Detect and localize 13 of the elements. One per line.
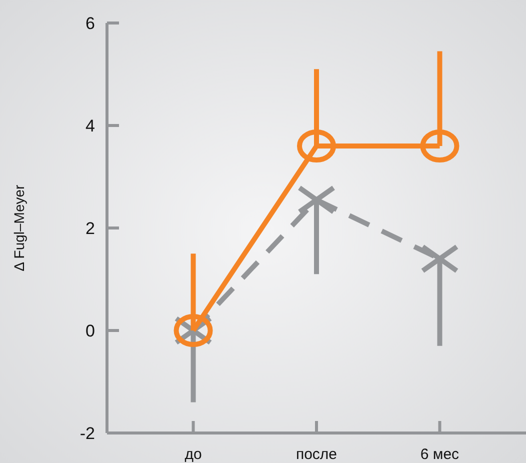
point — [420, 130, 460, 162]
point — [420, 244, 460, 274]
x-tick-label: до — [184, 446, 202, 463]
point — [297, 185, 336, 214]
y-axis-title: Δ Fugl–Meyer — [11, 184, 27, 272]
x-tick-label: после — [296, 446, 338, 463]
y-tick-label: 2 — [86, 218, 95, 238]
y-tick-label: 6 — [86, 14, 95, 33]
y-tick-label: 0 — [86, 321, 95, 340]
y-tick-label: -2 — [80, 424, 95, 443]
point — [297, 130, 336, 162]
x-tick-label: 6 мес — [420, 446, 460, 463]
y-tick-label: 4 — [86, 116, 95, 136]
